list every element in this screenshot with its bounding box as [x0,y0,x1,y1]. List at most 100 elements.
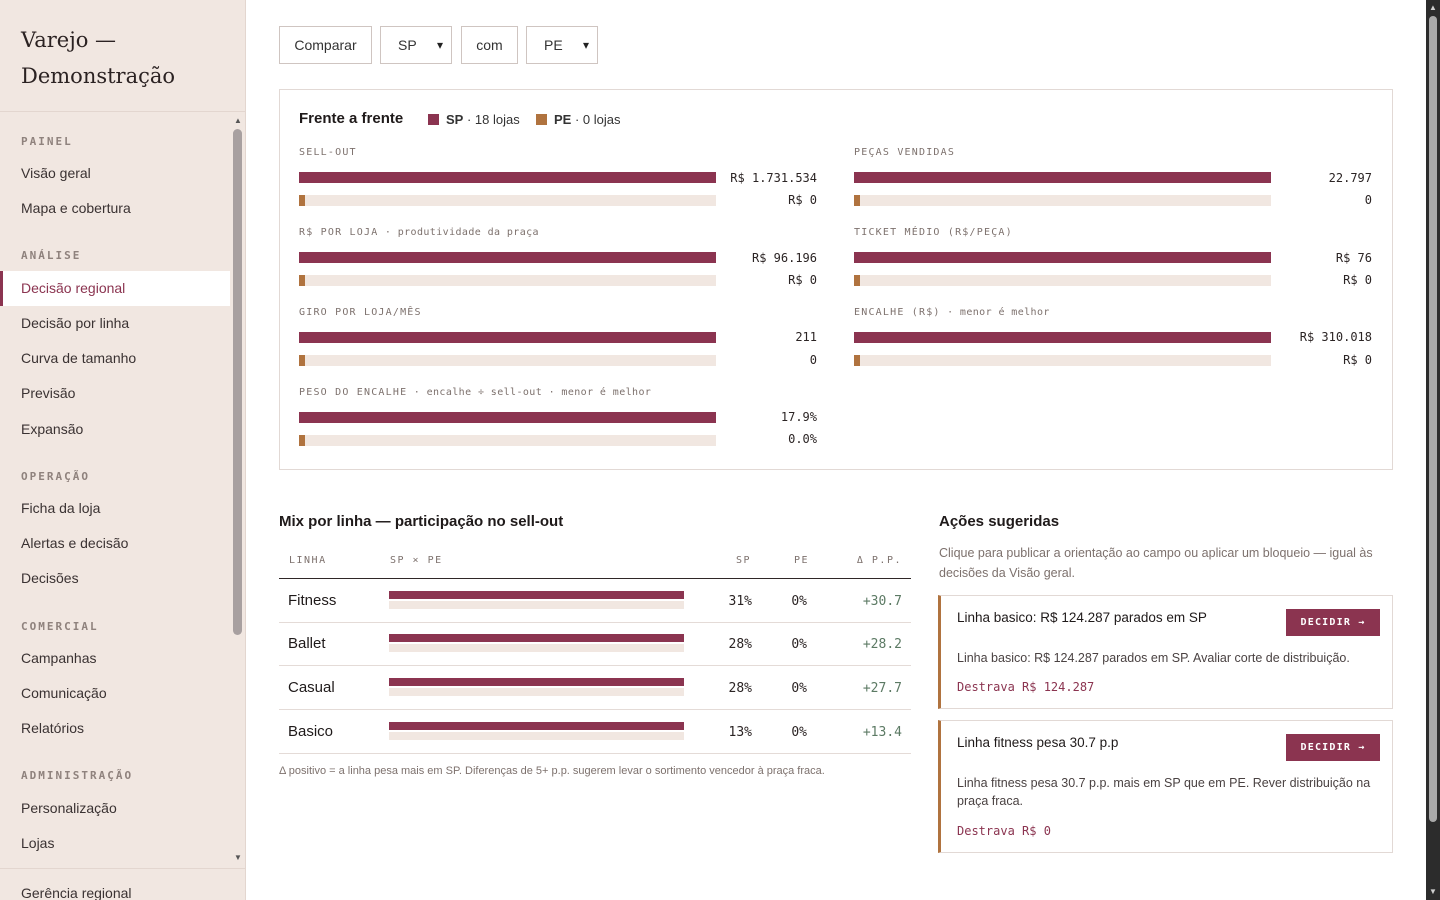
mix-col-delta: Δ P.P. [856,555,902,566]
sidebar-item-lojas[interactable]: Lojas [21,835,55,851]
mix-col-pe: PE [793,555,809,566]
nav-section-administracao: ADMINISTRAÇÃO [21,769,134,782]
metric-bar-sp [854,172,1271,183]
bar-fill-pe [299,435,305,446]
legend-pe-region: PE [554,112,572,127]
metric-value-sp: R$ 310.018 [1299,330,1372,344]
sidebar-item-relatorios[interactable]: Relatórios [21,720,85,736]
mix-col-sp: SP [735,555,751,566]
metric-bar-sp [854,252,1271,263]
sidebar-item-ficha-loja[interactable]: Ficha da loja [21,500,101,516]
metric-value-pe: R$ 0 [788,193,817,207]
mix-row-pe: 0% [791,681,807,696]
sidebar-item-comunicacao[interactable]: Comunicação [21,685,107,701]
action-card-unlock: Destrava R$ 124.287 [957,680,1095,694]
page-scroll-thumb[interactable] [1429,16,1437,822]
bar-fill-pe [854,355,860,366]
sidebar-item-alertas-decisao[interactable]: Alertas e decisão [21,535,129,551]
sidebar-footer-item[interactable]: Gerência regional [0,868,245,900]
with-label: com [461,26,518,64]
action-card-unlock: Destrava R$ 0 [957,824,1051,838]
decide-button[interactable]: DECIDIR → [1286,734,1380,761]
sidebar-item-decisoes[interactable]: Decisões [21,570,79,586]
metric-value-sp: R$ 76 [1335,251,1372,265]
sidebar-item-mapa-cobertura[interactable]: Mapa e cobertura [21,200,131,216]
sidebar-scroll-up-icon[interactable]: ▲ [234,116,242,125]
metric-bar-pe [299,435,716,446]
decide-button[interactable]: DECIDIR → [1286,609,1380,636]
bar-fill-pe [854,275,860,286]
metric-bar-pe [299,275,716,286]
nav-section-operacao: OPERAÇÃO [21,470,90,483]
metric-label: SELL-OUT [299,147,357,158]
metric-label: ENCALHE (R$) · menor é melhor [854,307,1050,318]
metric-bar-sp [854,332,1271,343]
bar-fill-sp [854,172,1271,183]
mix-row-sp: 28% [728,681,752,696]
action-card-text: Linha fitness pesa 30.7 p.p. mais em SP … [957,776,1371,808]
actions-title: Ações sugeridas [939,513,1060,530]
region-a-select[interactable]: SP [380,26,452,64]
bar-fill-sp [299,332,716,343]
bar-fill-sp [299,252,716,263]
mix-row-pe: 0% [791,725,807,740]
bar-fill-sp [854,252,1271,263]
metric-value-sp: 211 [795,330,817,344]
mix-title: Mix por linha — participação no sell-out [279,513,564,530]
sidebar-item-previsao[interactable]: Previsão [21,385,76,401]
mix-row-divider [279,753,911,754]
metric-label: R$ POR LOJA · produtividade da praça [299,227,539,238]
nav-section-comercial: COMERCIAL [21,620,99,633]
metric-label: TICKET MÉDIO (R$/PEÇA) [854,227,1013,238]
mix-row-delta: +13.4 [862,725,902,740]
mix-row-divider [279,622,911,623]
region-b-select[interactable]: PE [526,26,598,64]
sidebar-item-personalizacao[interactable]: Personalização [21,800,117,816]
mix-row-sp: 28% [728,637,752,652]
mix-row-delta: +27.7 [862,681,902,696]
action-card-title: Linha fitness pesa 30.7 p.p [957,735,1119,750]
metric-value-sp: R$ 1.731.534 [730,171,817,185]
mix-note: Δ positivo = a linha pesa mais em SP. Di… [279,765,825,777]
compare-button[interactable]: Comparar [279,26,372,64]
bar-fill-sp [299,412,716,423]
mix-row-sp: 13% [728,725,752,740]
mix-row-pe: 0% [791,594,807,609]
sidebar-item-campanhas[interactable]: Campanhas [21,650,97,666]
mix-row-divider [279,709,911,710]
sidebar-scroll-down-icon[interactable]: ▼ [234,853,242,862]
sidebar-nav: PAINEL Visão geral Mapa e cobertura ANÁL… [0,113,230,868]
sidebar-scroll-thumb[interactable] [233,129,242,635]
bar-fill-sp [299,172,716,183]
mix-row-bar-sp [389,678,684,686]
page-scroll-up-icon[interactable]: ▲ [1429,3,1437,12]
legend-sp-region: SP [446,112,464,127]
nav-section-painel: PAINEL [21,135,73,148]
metric-value-pe: R$ 0 [1343,273,1372,287]
metric-bar-sp [299,332,716,343]
sidebar-item-curva-tamanho[interactable]: Curva de tamanho [21,350,137,366]
metric-label: GIRO POR LOJA/MÊS [299,307,422,318]
actions-description: Clique para publicar a orientação ao cam… [939,546,1373,580]
legend-sp-detail: · 18 lojas [466,112,520,127]
metric-value-pe: R$ 0 [1343,353,1372,367]
metric-bar-sp [299,412,716,423]
metric-bar-pe [854,195,1271,206]
action-card-title: Linha basico: R$ 124.287 parados em SP [957,610,1207,625]
mix-row-bar-pe [389,601,684,609]
mix-row-delta: +30.7 [862,594,902,609]
sidebar-item-visao-geral[interactable]: Visão geral [21,165,91,181]
sidebar-item-decisao-regional[interactable]: Decisão regional [0,271,230,306]
sidebar-item-expansao[interactable]: Expansão [21,421,84,437]
sidebar-item-decisao-por-linha[interactable]: Decisão por linha [21,315,130,331]
page-scroll-down-icon[interactable]: ▼ [1429,887,1437,896]
bar-fill-pe [299,355,305,366]
head-to-head-card: Frente a frente SP · 18 lojas PE · 0 loj… [279,89,1393,470]
brand-title-line1: Varejo — [21,28,117,52]
metric-label: PEÇAS VENDIDAS [854,147,956,158]
mix-row-bar-pe [389,688,684,696]
metric-value-sp: 17.9% [780,410,817,424]
action-card: Linha fitness pesa 30.7 p.p DECIDIR → Li… [938,720,1393,853]
sidebar: Varejo — Demonstração PAINEL Visão geral… [0,0,246,900]
metric-value-pe: 0.0% [788,432,817,446]
